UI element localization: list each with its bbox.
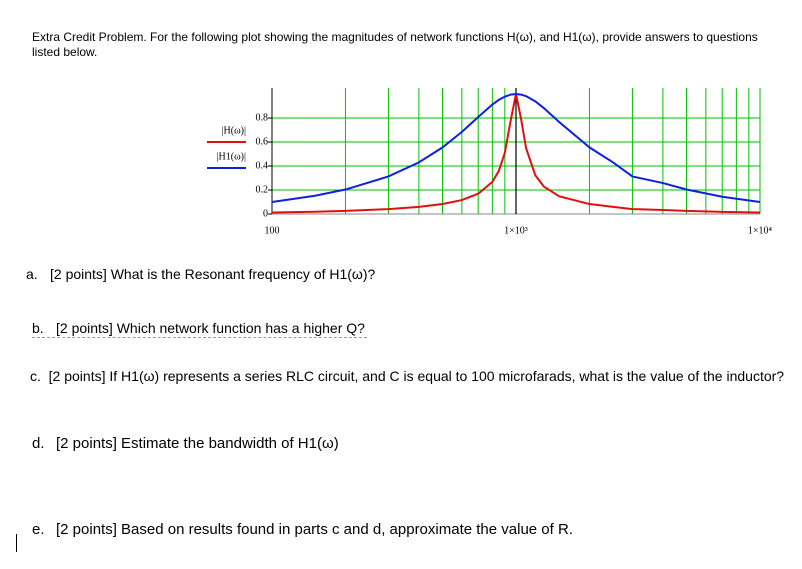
text-cursor [16, 534, 17, 552]
question-text: [2 points] If H1(ω) represents a series … [48, 368, 785, 384]
x-tick-label: 100 [265, 225, 280, 236]
question-text: [2 points] What is the Resonant frequenc… [50, 266, 376, 282]
y-axis-label: |H(ω)| [222, 125, 246, 136]
intro: Extra Credit Problem. For the following … [32, 30, 758, 59]
question-label: a. [26, 266, 38, 282]
question: a. [2 points] What is the Resonant freque… [26, 266, 375, 283]
y-axis-label: |H1(ω)| [217, 151, 246, 162]
y-tick-label: 0 [263, 208, 268, 219]
y-tick-label: 0.8 [256, 112, 269, 123]
question: b. [2 points] Which network function has … [32, 320, 367, 338]
question-text: [2 points] Based on results found in par… [56, 521, 573, 538]
y-tick-label: 0.4 [256, 160, 269, 171]
y-tick-label: 0.6 [256, 136, 269, 147]
question-label: c. [30, 368, 41, 384]
question: c. [2 points] If H1(ω) represents a seri… [30, 368, 800, 385]
question: e. [2 points] Based on results found in p… [32, 521, 573, 538]
question-label: e. [32, 521, 45, 538]
x-tick-label: 1×10³ [504, 225, 528, 236]
y-tick-label: 0.2 [256, 184, 269, 195]
question-label: d. [32, 435, 45, 452]
question: d. [2 points] Estimate the bandwidth of H… [32, 435, 339, 452]
question-text: [2 points] Which network function has a … [56, 320, 365, 336]
question-text: [2 points] Estimate the bandwidth of H1(… [56, 435, 339, 452]
x-tick-label: 1×10⁴ [748, 225, 773, 236]
question-label: b. [32, 320, 44, 336]
series-line [271, 92, 761, 203]
